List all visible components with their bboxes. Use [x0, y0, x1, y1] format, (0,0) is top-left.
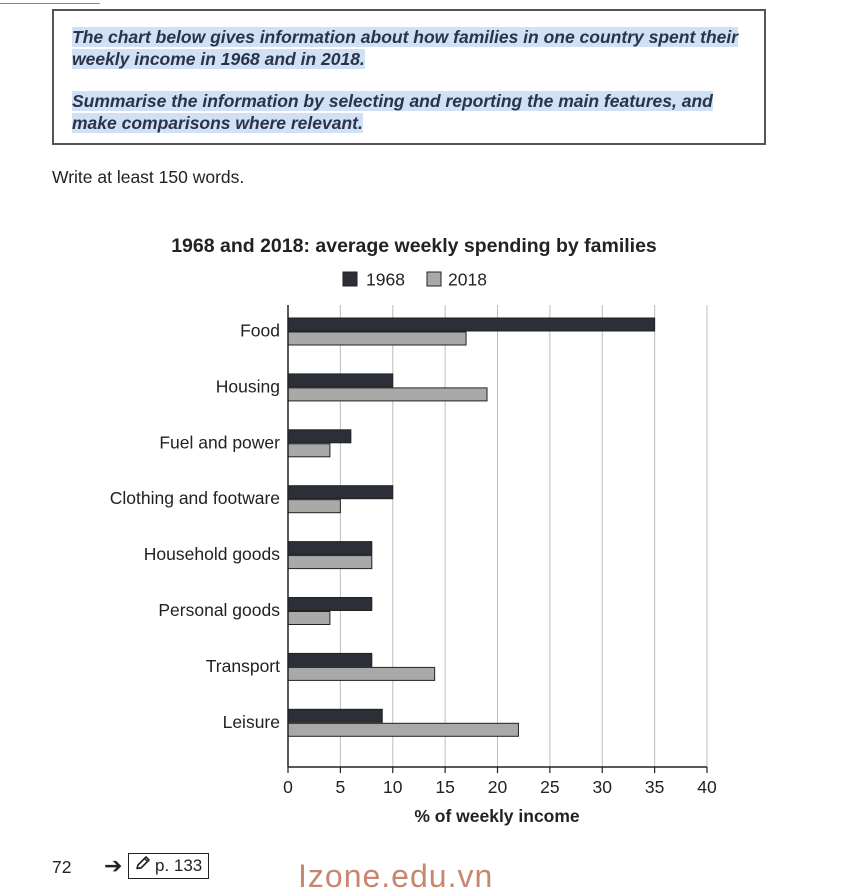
- chart-title: 1968 and 2018: average weekly spending b…: [171, 235, 657, 257]
- category-label: Personal goods: [158, 600, 280, 620]
- bar-1968-housing: [287, 373, 394, 388]
- watermark-text: Izone.edu.vn: [298, 858, 494, 894]
- top-tab-edge: [0, 0, 100, 4]
- task-paragraph-2: Summarise the information by selecting a…: [72, 90, 752, 134]
- bar-2018-fuel-and-power: [287, 443, 331, 458]
- x-tick-label: 10: [383, 777, 403, 797]
- task-box: The chart below gives information about …: [52, 9, 766, 145]
- bar-1968-food: [287, 317, 656, 332]
- x-tick-label: 0: [283, 777, 293, 797]
- x-axis-label: % of weekly income: [414, 806, 580, 826]
- x-tick-label: 40: [697, 777, 717, 797]
- bar-1968-transport: [287, 652, 373, 667]
- category-label: Transport: [206, 656, 280, 676]
- bar-1968-clothing-and-footware: [287, 485, 394, 500]
- bar-2018-food: [287, 331, 467, 346]
- bar-2018-housing: [287, 387, 488, 402]
- bar-1968-household-goods: [287, 541, 373, 556]
- bar-1968-leisure: [287, 708, 383, 723]
- x-tick-label: 5: [336, 777, 346, 797]
- x-tick-label: 35: [645, 777, 664, 797]
- x-tick-label: 25: [540, 777, 559, 797]
- bar-chart: 1968 and 2018: average weekly spending b…: [110, 235, 717, 826]
- bar-2018-household-goods: [287, 555, 373, 570]
- category-label: Clothing and footware: [110, 488, 280, 508]
- bar-1968-fuel-and-power: [287, 429, 352, 444]
- category-label: Leisure: [223, 712, 280, 732]
- bar-1968-personal-goods: [287, 597, 373, 611]
- x-tick-label: 15: [435, 777, 454, 797]
- page-reference-text: p. 133: [155, 856, 203, 875]
- bar-2018-transport: [287, 666, 436, 681]
- legend-swatch-2018: [426, 271, 442, 287]
- task-paragraph-1: The chart below gives information about …: [72, 26, 752, 70]
- x-tick-label: 20: [488, 777, 508, 797]
- page-reference-link[interactable]: p. 133: [128, 853, 210, 879]
- bar-2018-personal-goods: [287, 611, 331, 625]
- category-label: Food: [240, 321, 280, 341]
- category-label: Fuel and power: [159, 432, 280, 452]
- right-arrow-icon: ➔: [104, 853, 123, 878]
- legend-label-2018: 2018: [448, 270, 487, 290]
- legend-label-1968: 1968: [366, 270, 405, 290]
- word-count-instruction: Write at least 150 words.: [52, 167, 245, 187]
- bar-2018-clothing-and-footware: [287, 499, 341, 514]
- page-number: 72: [52, 857, 72, 877]
- category-label: Housing: [216, 376, 280, 396]
- x-tick-label: 30: [593, 777, 613, 797]
- pencil-icon: [135, 854, 151, 877]
- category-label: Household goods: [144, 544, 280, 564]
- bar-2018-leisure: [287, 722, 519, 737]
- legend-swatch-1968: [342, 271, 358, 287]
